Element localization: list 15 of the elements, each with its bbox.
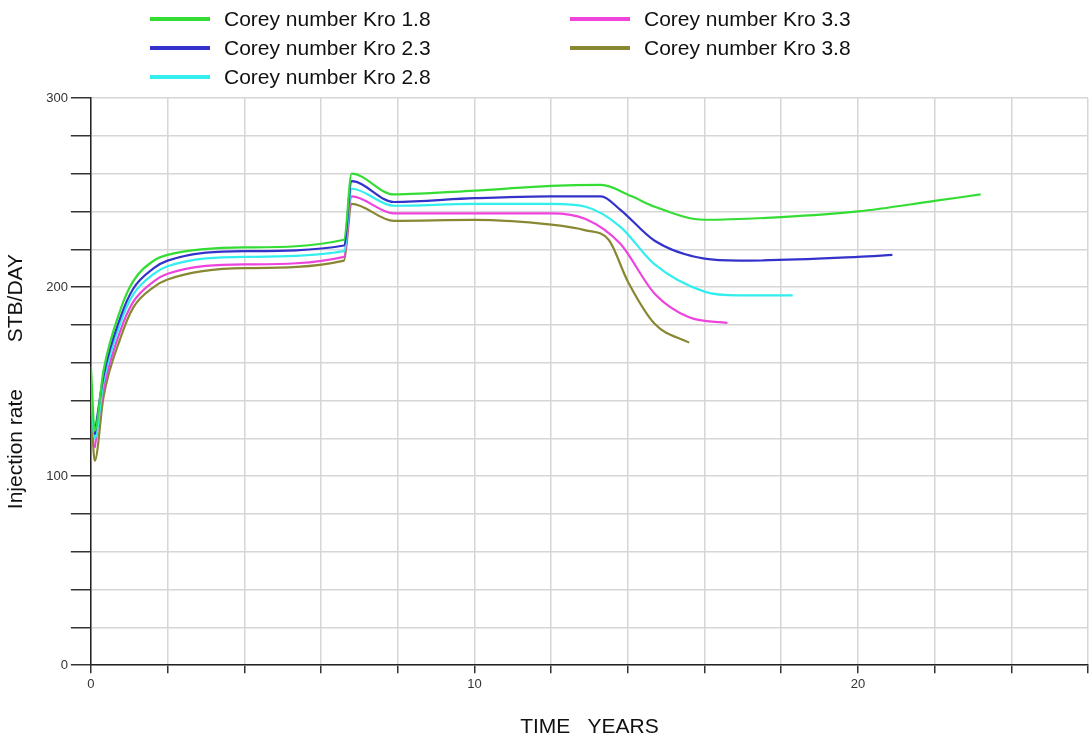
x-tick-label: 20 xyxy=(850,675,866,691)
x-tick-label: 0 xyxy=(87,675,95,691)
y-tick-label: 200 xyxy=(46,278,68,294)
y-tick-label: 300 xyxy=(46,89,68,105)
x-tick-label: 10 xyxy=(467,675,482,691)
y-tick-label: 0 xyxy=(60,656,68,672)
legend-label: Corey number Kro 2.3 xyxy=(224,35,431,60)
x-axis-title: TIME YEARS xyxy=(520,714,659,738)
legend-label: Corey number Kro 1.8 xyxy=(224,6,431,31)
y-axis-title: Injection rate STB/DAY xyxy=(3,253,27,510)
legend-label: Corey number Kro 3.8 xyxy=(644,35,851,60)
line-series xyxy=(90,187,794,440)
legend-label: Corey number Kro 2.8 xyxy=(224,64,431,89)
legend-label: Corey number Kro 3.3 xyxy=(644,6,851,31)
y-tick-label: 100 xyxy=(46,467,68,483)
